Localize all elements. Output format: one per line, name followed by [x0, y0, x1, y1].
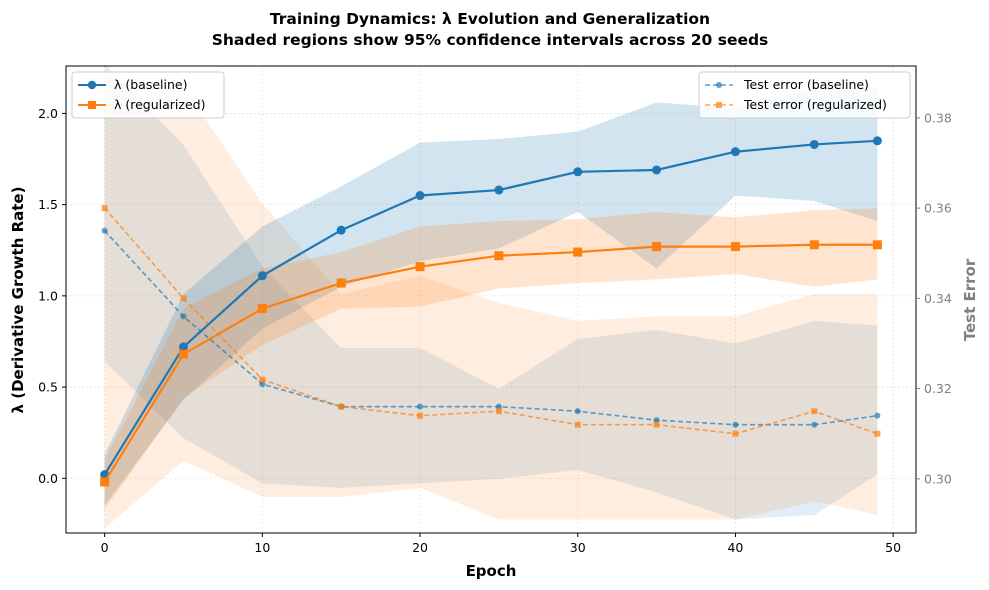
point-test-error-baseline	[653, 417, 660, 424]
y-left-tick-label: 1.0	[38, 288, 58, 303]
legend-right-box	[698, 71, 911, 119]
point-test-error-baseline	[101, 227, 108, 234]
point-test-error-regularized	[811, 408, 818, 415]
x-tick-label: 40	[727, 540, 743, 555]
y-left-tick-label: 0.5	[38, 380, 58, 395]
y-axis-left-ticks: 0.0 0.5 1.0 1.5 2.0	[38, 106, 66, 486]
ci-band-test-error-regularized	[104, 81, 878, 529]
point-lambda-baseline	[872, 136, 882, 146]
point-lambda-regularized	[573, 247, 583, 257]
point-lambda-baseline	[336, 225, 346, 235]
point-test-error-baseline	[874, 412, 881, 419]
point-test-error-regularized	[495, 408, 502, 415]
y-right-tick-label: 0.32	[924, 381, 952, 396]
point-lambda-baseline	[494, 185, 504, 195]
ci-band-lambda-regularized	[104, 208, 878, 510]
point-test-error-baseline	[495, 403, 502, 410]
point-lambda-regularized	[872, 240, 882, 250]
y-right-tick-label: 0.30	[924, 471, 952, 486]
point-test-error-regularized	[180, 295, 187, 302]
point-lambda-baseline	[257, 271, 267, 281]
chart-title-line2: Shaded regions show 95% confidence inter…	[212, 31, 769, 49]
point-lambda-regularized	[730, 242, 740, 252]
y-left-tick-label: 0.0	[38, 471, 58, 486]
point-lambda-regularized	[809, 240, 819, 250]
point-lambda-regularized	[100, 477, 110, 487]
x-tick-label: 50	[885, 540, 901, 555]
point-lambda-baseline	[178, 342, 188, 352]
point-lambda-baseline	[809, 139, 819, 149]
legend-marker-lambda-regularized	[88, 101, 96, 109]
x-axis-label: Epoch	[466, 562, 517, 580]
point-lambda-baseline	[730, 147, 740, 157]
point-lambda-baseline	[573, 167, 583, 177]
legend-marker-test-error-baseline	[716, 82, 722, 88]
point-test-error-regularized	[653, 421, 660, 428]
confidence-bands	[104, 63, 878, 529]
y-axis-right-label: Test Error	[961, 258, 979, 341]
x-tick-label: 30	[570, 540, 586, 555]
y-right-tick-label: 0.36	[924, 201, 952, 216]
point-test-error-baseline	[574, 408, 581, 415]
y-left-tick-label: 2.0	[38, 106, 58, 121]
point-test-error-regularized	[101, 205, 108, 212]
ci-band-lambda-baseline	[104, 87, 878, 506]
x-tick-label: 0	[101, 540, 109, 555]
y-left-tick-label: 1.5	[38, 197, 58, 212]
chart-title-line1: Training Dynamics: λ Evolution and Gener…	[270, 10, 710, 28]
point-test-error-baseline	[259, 381, 266, 388]
point-test-error-regularized	[259, 376, 266, 383]
point-lambda-regularized	[415, 262, 425, 272]
point-lambda-regularized	[494, 251, 504, 261]
legend-marker-test-error-regularized	[716, 102, 722, 108]
x-axis-ticks: 0 10 20 30 40 50	[101, 533, 901, 555]
point-test-error-baseline	[732, 421, 739, 428]
y-axis-right-ticks: 0.30 0.32 0.34 0.36 0.38	[916, 110, 952, 486]
point-lambda-regularized	[652, 242, 662, 252]
point-lambda-baseline	[652, 165, 662, 175]
point-test-error-regularized	[338, 403, 345, 410]
legend-left-box	[71, 71, 225, 119]
y-axis-left-label: λ (Derivative Growth Rate)	[9, 187, 27, 414]
point-test-error-baseline	[417, 403, 424, 410]
x-tick-label: 20	[412, 540, 428, 555]
y-right-tick-label: 0.38	[924, 110, 952, 125]
legend-label-test-error-baseline: Test error (baseline)	[743, 77, 869, 92]
y-right-tick-label: 0.34	[924, 291, 952, 306]
point-test-error-regularized	[417, 412, 424, 419]
point-lambda-regularized	[178, 349, 188, 359]
legend-right: Test error (baseline) Test error (regula…	[698, 71, 911, 119]
x-tick-label: 10	[254, 540, 270, 555]
ci-band-test-error-baseline	[104, 63, 878, 520]
point-test-error-regularized	[574, 421, 581, 428]
plot-frame	[65, 65, 917, 534]
point-lambda-regularized	[336, 278, 346, 288]
legend-label-lambda-baseline: λ (baseline)	[114, 77, 187, 92]
point-test-error-regularized	[732, 430, 739, 437]
legend-marker-lambda-baseline	[87, 80, 97, 90]
legend-left: λ (baseline) λ (regularized)	[71, 71, 225, 119]
point-test-error-baseline	[180, 313, 187, 320]
series-lines	[100, 136, 882, 487]
point-test-error-baseline	[811, 421, 818, 428]
point-lambda-regularized	[257, 304, 267, 314]
legend-label-test-error-regularized: Test error (regularized)	[743, 97, 887, 112]
legend-label-lambda-regularized: λ (regularized)	[114, 97, 205, 112]
point-lambda-baseline	[415, 191, 425, 201]
point-test-error-regularized	[874, 430, 881, 437]
